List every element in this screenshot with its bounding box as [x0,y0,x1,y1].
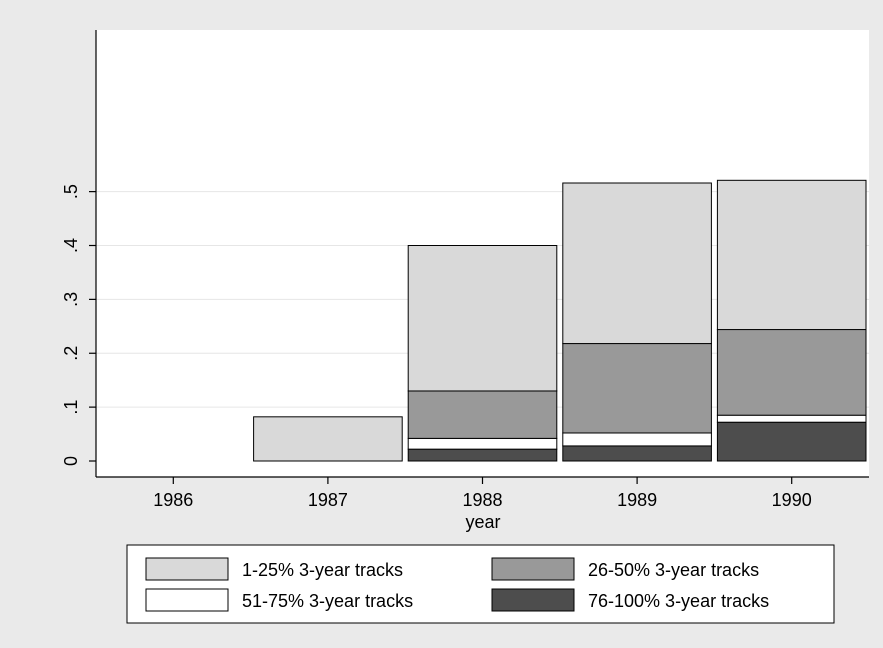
bar-segment [717,180,866,329]
y-tick-label: .4 [61,238,81,253]
bar-segment [408,246,557,391]
bar-segment [717,330,866,416]
bar-segment [563,344,712,433]
x-axis-ticks: 1986 1987 1988 1989 1990 [153,477,811,510]
x-tick-label: 1990 [772,490,812,510]
x-tick-label: 1987 [308,490,348,510]
legend-label: 51-75% 3-year tracks [242,591,413,611]
legend-label: 76-100% 3-year tracks [588,591,769,611]
x-tick-label: 1986 [153,490,193,510]
y-tick-label: .5 [61,184,81,199]
bar-segment [563,433,712,446]
x-axis-title: year [465,512,500,532]
bar-segment [563,183,712,344]
x-tick-label: 1988 [462,490,502,510]
legend-box [127,545,834,623]
legend-swatch [492,558,574,580]
bar-segment [408,449,557,461]
legend: 1-25% 3-year tracks 26-50% 3-year tracks 5… [127,545,834,623]
bar-segment [408,438,557,449]
legend-swatch [146,589,228,611]
bar-segment [717,422,866,461]
legend-label: 1-25% 3-year tracks [242,560,403,580]
legend-label: 26-50% 3-year tracks [588,560,759,580]
legend-swatch [146,558,228,580]
y-tick-label: .3 [61,292,81,307]
bar-segment [717,415,866,422]
y-tick-label: .1 [61,400,81,415]
y-axis-ticks: 0 .1 .2 .3 .4 .5 [61,184,96,466]
bar-segment [408,391,557,438]
bar-segment [563,446,712,461]
legend-swatch [492,589,574,611]
x-tick-label: 1989 [617,490,657,510]
y-tick-label: 0 [61,456,81,466]
y-tick-label: .2 [61,346,81,361]
bar-segment [254,417,403,461]
